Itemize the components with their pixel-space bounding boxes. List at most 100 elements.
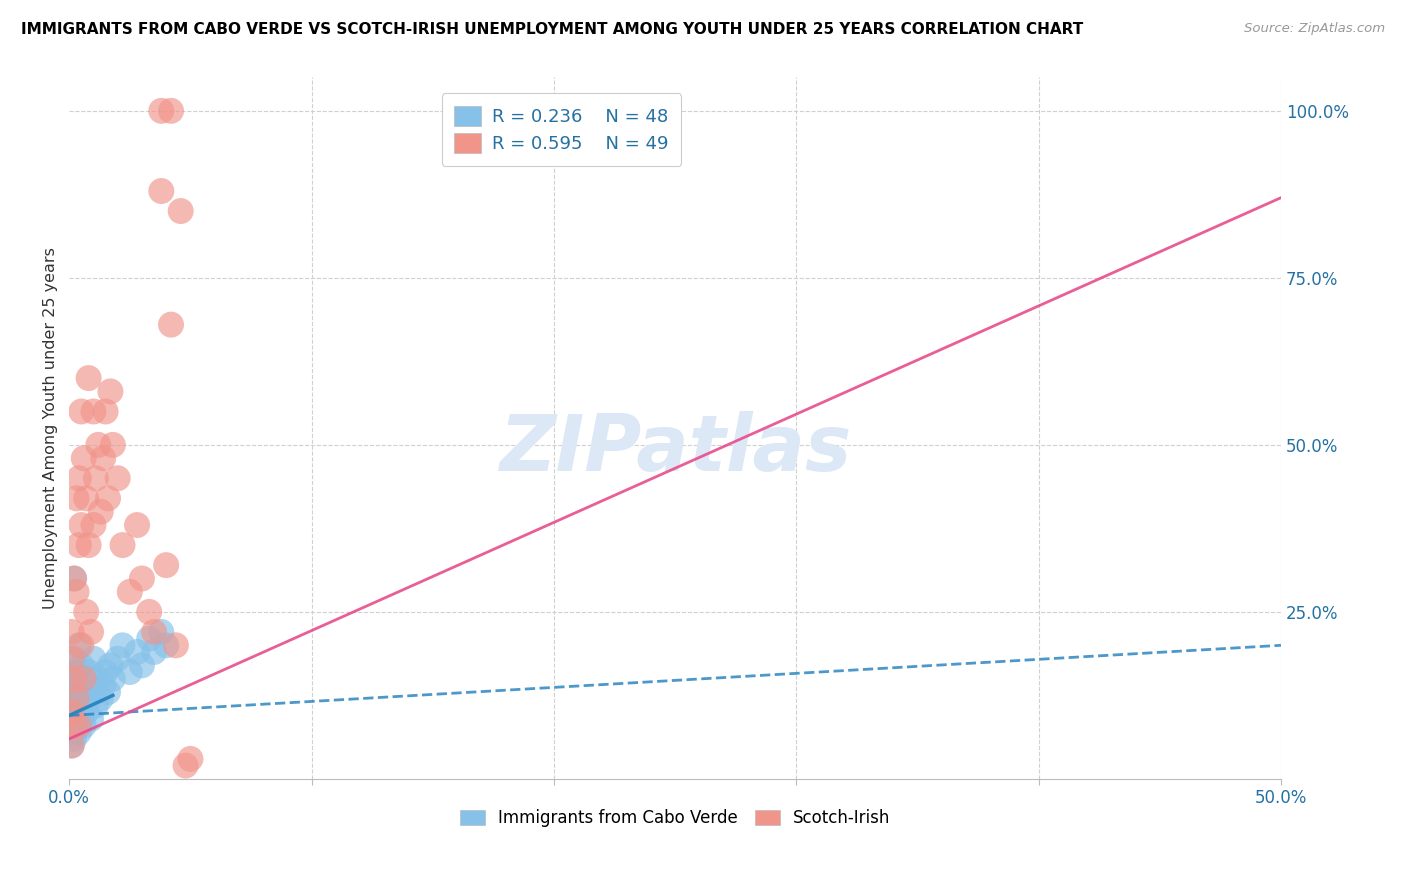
Point — [82, 651, 104, 665]
Text: ZIPatlas: ZIPatlas — [499, 411, 851, 487]
Point — [101, 438, 124, 452]
Point — [65, 698, 87, 713]
Point — [77, 538, 100, 552]
Point — [77, 371, 100, 385]
Point — [150, 184, 173, 198]
Point — [63, 718, 86, 732]
Point — [63, 685, 86, 699]
Point — [91, 451, 114, 466]
Point — [111, 538, 134, 552]
Point — [65, 665, 87, 679]
Point — [87, 438, 110, 452]
Point — [118, 585, 141, 599]
Point — [107, 651, 129, 665]
Point — [77, 665, 100, 679]
Point — [94, 404, 117, 418]
Text: Source: ZipAtlas.com: Source: ZipAtlas.com — [1244, 22, 1385, 36]
Point — [90, 691, 112, 706]
Point — [67, 538, 90, 552]
Point — [170, 204, 193, 219]
Point — [65, 718, 87, 732]
Point — [60, 651, 83, 665]
Point — [60, 672, 83, 686]
Point — [94, 665, 117, 679]
Point — [143, 645, 166, 659]
Point — [75, 605, 97, 619]
Point — [118, 665, 141, 679]
Point — [101, 672, 124, 686]
Point — [165, 638, 187, 652]
Point — [73, 698, 96, 713]
Point — [155, 558, 177, 573]
Point — [80, 712, 103, 726]
Point — [60, 691, 83, 706]
Point — [60, 705, 83, 719]
Point — [67, 691, 90, 706]
Point — [84, 698, 107, 713]
Point — [73, 718, 96, 732]
Point — [90, 505, 112, 519]
Point — [67, 471, 90, 485]
Point — [70, 712, 93, 726]
Point — [70, 685, 93, 699]
Point — [63, 731, 86, 746]
Point — [67, 638, 90, 652]
Point — [73, 672, 96, 686]
Point — [70, 638, 93, 652]
Point — [138, 605, 160, 619]
Point — [100, 384, 122, 399]
Point — [65, 678, 87, 692]
Point — [67, 705, 90, 719]
Point — [138, 632, 160, 646]
Point — [127, 518, 149, 533]
Point — [67, 718, 90, 732]
Point — [80, 624, 103, 639]
Point — [179, 752, 201, 766]
Point — [65, 585, 87, 599]
Point — [65, 491, 87, 506]
Point — [67, 725, 90, 739]
Point — [63, 651, 86, 665]
Point — [131, 658, 153, 673]
Point — [60, 739, 83, 753]
Point — [70, 404, 93, 418]
Legend: Immigrants from Cabo Verde, Scotch-Irish: Immigrants from Cabo Verde, Scotch-Irish — [453, 803, 897, 834]
Point — [60, 739, 83, 753]
Point — [70, 658, 93, 673]
Point — [91, 678, 114, 692]
Point — [60, 705, 83, 719]
Point — [87, 672, 110, 686]
Point — [174, 758, 197, 772]
Point — [60, 718, 83, 732]
Point — [75, 705, 97, 719]
Point — [82, 518, 104, 533]
Point — [107, 471, 129, 485]
Point — [60, 624, 83, 639]
Point — [63, 572, 86, 586]
Point — [75, 678, 97, 692]
Point — [155, 638, 177, 652]
Point — [73, 451, 96, 466]
Point — [77, 691, 100, 706]
Point — [150, 624, 173, 639]
Point — [111, 638, 134, 652]
Point — [82, 404, 104, 418]
Point — [150, 103, 173, 118]
Text: IMMIGRANTS FROM CABO VERDE VS SCOTCH-IRISH UNEMPLOYMENT AMONG YOUTH UNDER 25 YEA: IMMIGRANTS FROM CABO VERDE VS SCOTCH-IRI… — [21, 22, 1084, 37]
Point — [63, 725, 86, 739]
Point — [97, 685, 120, 699]
Point — [82, 685, 104, 699]
Point — [127, 645, 149, 659]
Point — [63, 712, 86, 726]
Point — [143, 624, 166, 639]
Point — [84, 471, 107, 485]
Point — [70, 518, 93, 533]
Point — [131, 572, 153, 586]
Point — [63, 672, 86, 686]
Y-axis label: Unemployment Among Youth under 25 years: Unemployment Among Youth under 25 years — [44, 247, 58, 609]
Point — [160, 318, 183, 332]
Point — [75, 491, 97, 506]
Point — [63, 572, 86, 586]
Point — [97, 491, 120, 506]
Point — [160, 103, 183, 118]
